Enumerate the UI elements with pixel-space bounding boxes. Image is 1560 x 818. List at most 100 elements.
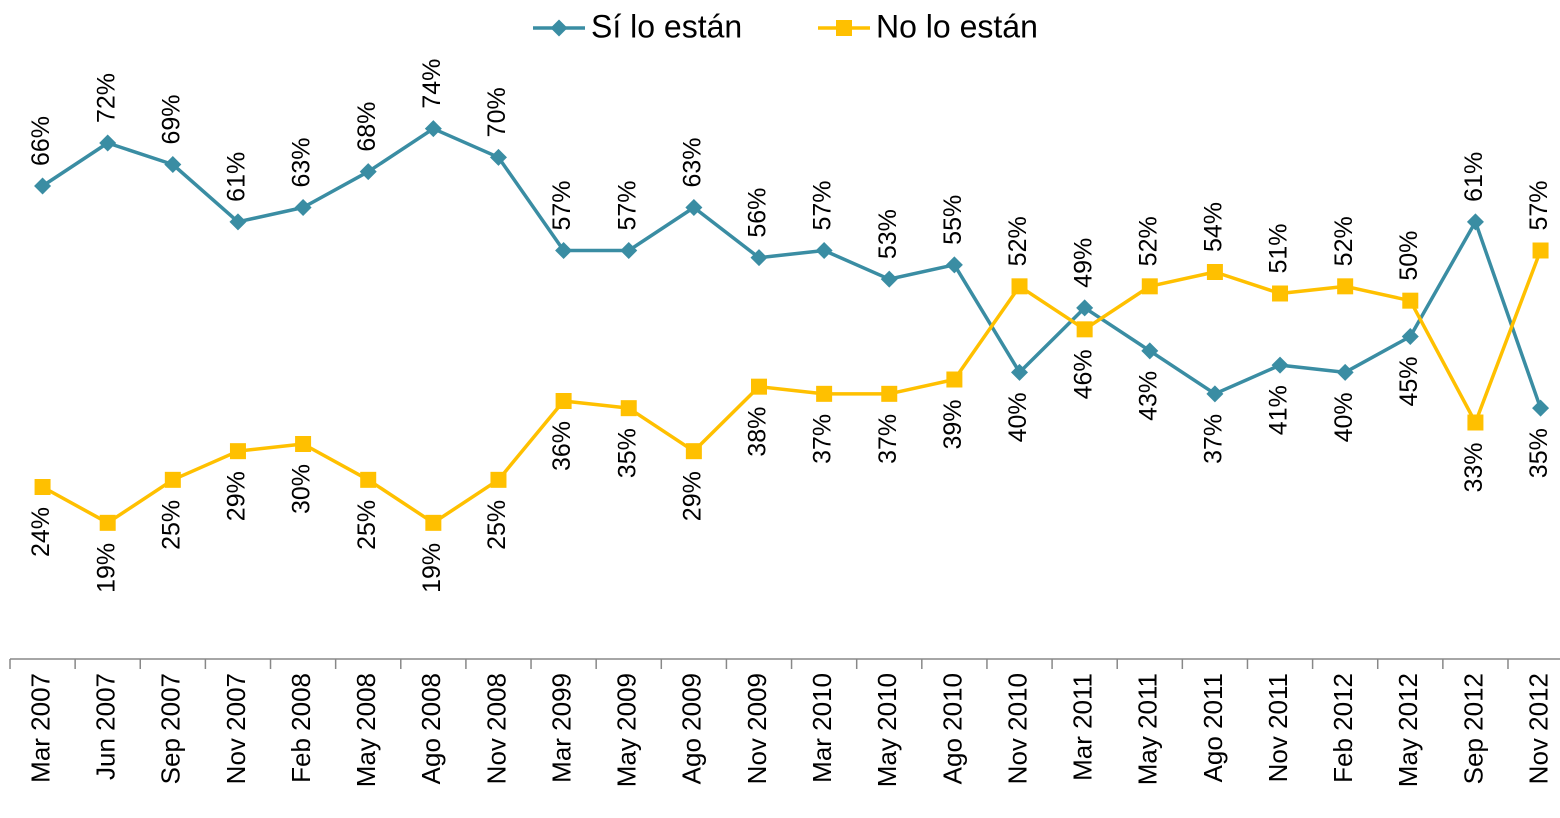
data-point (620, 242, 638, 259)
data-label: 35% (613, 428, 641, 478)
data-point (1466, 213, 1484, 231)
data-point (1076, 321, 1093, 338)
data-point (164, 471, 181, 488)
data-point (99, 514, 116, 531)
data-label: 40% (1330, 392, 1358, 442)
data-point (1141, 278, 1158, 295)
data-label: 57% (809, 180, 837, 230)
data-label: 54% (1200, 202, 1228, 252)
data-point (229, 213, 247, 231)
data-point (1271, 356, 1289, 374)
data-point (1336, 363, 1354, 381)
x-tick-label: May 2009 (612, 673, 642, 787)
data-point (945, 256, 963, 274)
data-label: 37% (874, 414, 902, 464)
data-point (1141, 342, 1159, 360)
data-label: 37% (809, 414, 837, 464)
data-label: 57% (613, 180, 641, 230)
data-point (1402, 292, 1419, 309)
data-point (1011, 363, 1029, 381)
data-label: 29% (223, 471, 251, 521)
x-tick-label: Sep 2007 (156, 673, 186, 784)
data-label: 53% (874, 209, 902, 259)
data-label: 52% (1330, 216, 1358, 266)
data-label: 50% (1395, 231, 1423, 281)
data-label: 19% (92, 543, 120, 593)
data-label: 43% (1134, 371, 1162, 421)
x-tick-label: Nov 2007 (221, 673, 251, 784)
data-label: 39% (939, 400, 967, 450)
data-label: 25% (353, 500, 381, 550)
data-label: 37% (1200, 414, 1228, 464)
x-tick-label: Ago 2011 (1198, 673, 1228, 782)
x-tick-label: Nov 2012 (1523, 673, 1553, 784)
x-tick-label: Jun 2007 (91, 673, 121, 780)
series-line (41, 249, 1543, 525)
data-point (229, 443, 246, 460)
data-label: 52% (1004, 216, 1032, 266)
data-point (620, 400, 637, 417)
data-label: 52% (1134, 216, 1162, 266)
x-tick-label: Nov 2011 (1263, 673, 1293, 782)
data-point (1206, 264, 1223, 280)
data-label: 46% (1069, 349, 1097, 399)
data-label: 72% (92, 73, 120, 123)
x-tick-label: Ago 2010 (937, 673, 967, 784)
data-point (360, 471, 377, 488)
data-label: 38% (744, 407, 772, 457)
x-tick-label: Nov 2008 (481, 673, 511, 784)
x-tick-label: Nov 2009 (742, 673, 772, 784)
data-label: 61% (1460, 152, 1488, 202)
data-label: 70% (483, 87, 511, 137)
data-point (359, 163, 377, 181)
legend-marker (836, 20, 852, 36)
x-tick-label: Feb 2008 (286, 673, 316, 783)
data-point (424, 120, 442, 138)
x-tick-label: May 2011 (1133, 673, 1163, 785)
data-point (1337, 278, 1354, 295)
x-tick-label: Mar 2099 (546, 673, 576, 783)
data-label: 57% (1525, 180, 1553, 230)
x-tick-label: May 2008 (351, 673, 381, 787)
data-point (34, 479, 51, 495)
legend-marker (550, 19, 568, 37)
data-point (1076, 299, 1094, 317)
data-point (34, 177, 52, 195)
data-point (685, 199, 703, 216)
data-label: 61% (223, 152, 251, 202)
data-point (555, 242, 573, 259)
data-point (295, 436, 312, 452)
data-point (1206, 385, 1224, 403)
data-point (1467, 414, 1484, 431)
data-label: 36% (548, 421, 576, 471)
x-tick-label: Nov 2010 (1002, 673, 1032, 784)
data-point (555, 393, 572, 409)
data-point (1532, 399, 1550, 417)
data-label: 35% (1525, 428, 1553, 478)
data-point (750, 378, 767, 395)
data-point (946, 371, 963, 388)
x-tick-label: May 2010 (872, 673, 902, 787)
data-point (164, 156, 182, 173)
data-point (294, 199, 312, 216)
x-tick-label: Mar 2010 (807, 673, 837, 783)
data-point (1272, 285, 1289, 302)
data-label: 30% (288, 464, 316, 514)
data-label: 24% (27, 507, 55, 557)
data-point (750, 249, 768, 267)
data-label: 56% (744, 188, 772, 238)
data-label: 29% (678, 471, 706, 521)
data-label: 25% (157, 500, 185, 550)
data-point (881, 385, 898, 402)
data-point (880, 270, 898, 288)
data-point (815, 242, 833, 259)
data-label: 19% (418, 543, 446, 593)
x-tick-label: Ago 2009 (677, 673, 707, 784)
data-label: 41% (1265, 385, 1293, 435)
legend-label: No lo están (876, 8, 1038, 44)
data-label: 66% (27, 116, 55, 166)
data-label: 33% (1460, 443, 1488, 493)
data-point (489, 148, 507, 166)
data-point (1532, 242, 1549, 259)
data-label: 63% (678, 137, 706, 187)
